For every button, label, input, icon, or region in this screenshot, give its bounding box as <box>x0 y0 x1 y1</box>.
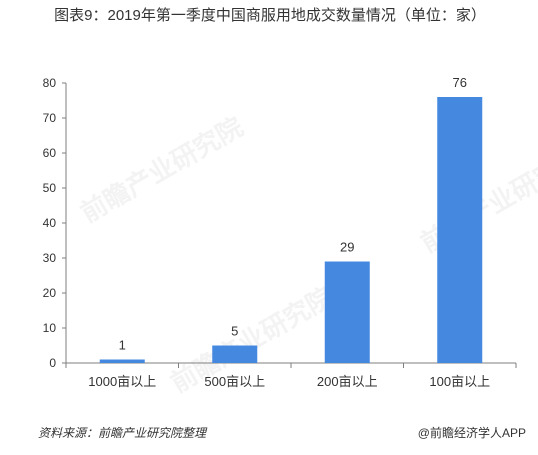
brand-credit: @前瞻经济学人APP <box>417 426 526 440</box>
bar <box>324 261 370 363</box>
y-axis: 0 10 20 30 40 50 60 70 80 <box>43 76 67 370</box>
y-tick-label: 40 <box>43 216 57 230</box>
data-label: 1 <box>119 338 126 353</box>
source-note: 资料来源：前瞻产业研究院整理 <box>38 426 207 440</box>
x-tick-label: 1000亩以上 <box>88 374 156 389</box>
y-tick-label: 50 <box>43 181 57 195</box>
data-label: 29 <box>340 240 354 255</box>
x-tick-label: 100亩以上 <box>429 374 490 389</box>
y-tick-label: 70 <box>43 111 57 125</box>
bars: 1 5 29 76 <box>99 75 483 363</box>
y-tick-label: 60 <box>43 146 57 160</box>
bar <box>99 359 145 363</box>
y-tick-label: 30 <box>43 251 57 265</box>
x-tick-label: 200亩以上 <box>317 374 378 389</box>
x-axis: 1000亩以上 500亩以上 200亩以上 100亩以上 <box>65 362 517 389</box>
data-label: 5 <box>231 324 238 339</box>
chart-title: 图表9：2019年第一季度中国商服用地成交数量情况（单位：家） <box>54 7 486 24</box>
y-tick-label: 20 <box>43 286 57 300</box>
bar <box>212 345 258 363</box>
bar <box>437 97 483 363</box>
data-label: 76 <box>453 75 467 90</box>
y-tick-label: 10 <box>43 321 57 335</box>
y-tick-label: 80 <box>43 76 57 90</box>
x-tick-label: 500亩以上 <box>204 374 265 389</box>
y-tick-label: 0 <box>49 356 56 370</box>
